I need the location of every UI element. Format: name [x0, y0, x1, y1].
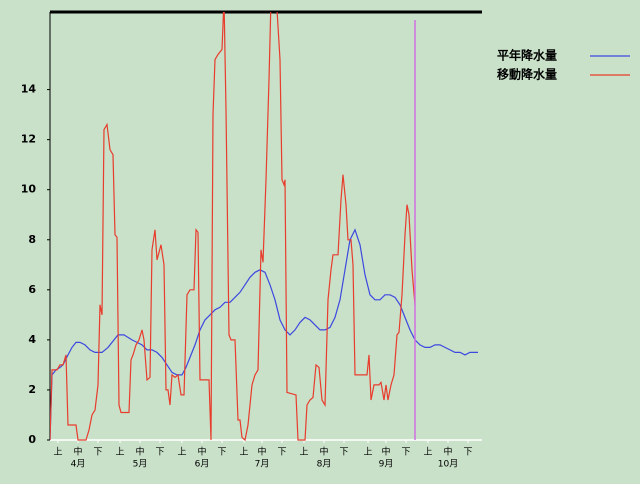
y-tick-label: 4 [28, 333, 36, 346]
x-tick-label: 中 [319, 446, 328, 458]
x-tick-label: 中 [197, 446, 206, 458]
x-tick-label: 中 [443, 446, 452, 458]
plot-area [50, 12, 478, 442]
y-tick-label: 10 [21, 183, 37, 196]
x-tick-label: 上 [239, 447, 248, 458]
x-tick-label: 中 [257, 446, 266, 458]
y-tick-label: 0 [28, 433, 36, 446]
x-tick-label: 上 [115, 447, 124, 458]
x-tick-label: 上 [363, 447, 372, 458]
x-tick-label: 下 [277, 448, 286, 458]
legend-label: 移動降水量 [497, 67, 557, 82]
x-tick-label: 中 [381, 446, 390, 458]
legend-label: 平年降水量 [497, 48, 557, 63]
month-label: 9月 [379, 459, 394, 470]
month-label: 6月 [195, 459, 210, 470]
x-tick-label: 下 [339, 448, 348, 458]
y-tick-label: 2 [28, 383, 36, 396]
month-label: 10月 [438, 459, 458, 470]
data-line [50, 12, 416, 442]
x-tick-label: 上 [177, 447, 186, 458]
month-label: 7月 [255, 459, 270, 470]
data-line [50, 228, 478, 441]
axes: 02468101214上中下上中下上中下上中下上中下上中下上中下4月 5月 6月 7月… [21, 10, 482, 470]
x-tick-label: 下 [463, 448, 472, 458]
x-tick-label: 上 [423, 447, 432, 458]
x-tick-label: 中 [135, 446, 144, 458]
x-tick-label: 上 [299, 447, 308, 458]
x-tick-label: 中 [73, 446, 82, 458]
y-tick-label: 14 [21, 83, 37, 96]
x-tick-label: 上 [53, 447, 62, 458]
y-tick-label: 12 [21, 133, 36, 146]
y-tick-label: 6 [28, 283, 36, 296]
x-tick-label: 下 [217, 448, 226, 458]
y-tick-label: 8 [28, 233, 36, 246]
x-tick-label: 下 [401, 448, 410, 458]
x-tick-label: 下 [93, 448, 102, 458]
month-label: 8月 [317, 459, 332, 470]
month-label: 4月 [71, 459, 86, 470]
x-tick-label: 下 [155, 448, 164, 458]
month-label: 5月 [133, 459, 148, 470]
